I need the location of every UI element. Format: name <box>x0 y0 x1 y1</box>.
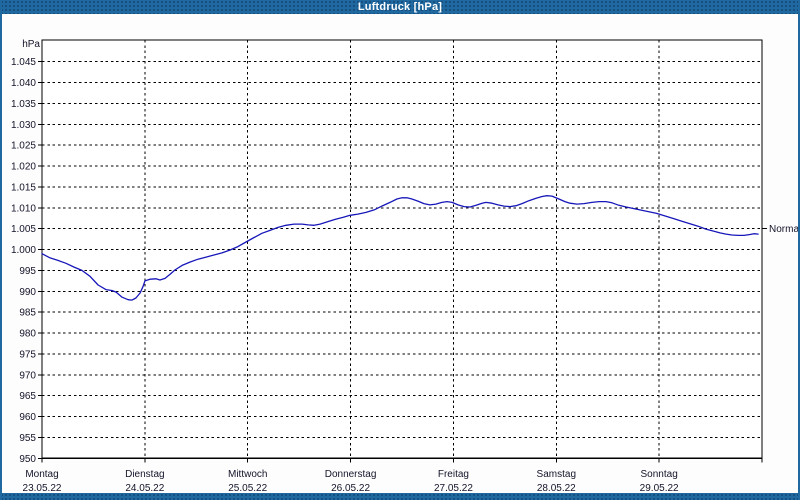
y-axis-tick-label: 1.020 <box>11 162 36 173</box>
y-axis-tick-label: 1.030 <box>11 120 36 131</box>
x-axis-date-label: 25.05.22 <box>228 483 267 494</box>
y-axis-tick-label: 965 <box>19 391 36 402</box>
title-bar: Luftdruck [hPa] <box>2 0 798 14</box>
x-axis-day-label: Montag <box>25 469 58 480</box>
bottom-bar <box>2 493 798 500</box>
x-axis-day-label: Samstag <box>537 469 576 480</box>
y-axis-unit-label: hPa <box>22 39 40 50</box>
pressure-line <box>41 195 759 301</box>
y-axis-tick-label: 950 <box>19 454 36 465</box>
y-axis-tick-label: 1.045 <box>11 57 36 68</box>
x-axis-date-label: 28.05.22 <box>537 483 576 494</box>
y-axis-tick-label: 1.005 <box>11 224 36 235</box>
y-axis-tick-label: 1.010 <box>11 203 36 214</box>
x-axis-date-label: 29.05.22 <box>640 483 679 494</box>
y-axis-tick-label: 995 <box>19 266 36 277</box>
x-axis-day-label: Dienstag <box>125 469 164 480</box>
y-axis-tick-label: 985 <box>19 308 36 319</box>
y-axis-tick-label: 980 <box>19 329 36 340</box>
x-axis-day-label: Sonntag <box>641 469 678 480</box>
y-axis-tick-label: 1.015 <box>11 182 36 193</box>
y-axis-tick-label: 955 <box>19 433 36 444</box>
normal-annotation-label: Normal <box>769 224 800 235</box>
y-axis-tick-label: 1.035 <box>11 99 36 110</box>
x-axis-day-label: Freitag <box>438 469 469 480</box>
y-axis-tick-label: 970 <box>19 370 36 381</box>
y-axis-tick-label: 1.000 <box>11 245 36 256</box>
chart-title: Luftdruck [hPa] <box>357 1 443 13</box>
x-axis-date-label: 23.05.22 <box>23 483 62 494</box>
x-axis-day-label: Donnerstag <box>325 469 377 480</box>
x-axis-day-label: Mittwoch <box>228 469 267 480</box>
y-axis-tick-label: 1.040 <box>11 78 36 89</box>
y-axis-tick-label: 1.025 <box>11 141 36 152</box>
y-axis-tick-label: 990 <box>19 287 36 298</box>
x-axis-date-label: 24.05.22 <box>125 483 164 494</box>
y-axis-tick-label: 960 <box>19 412 36 423</box>
x-axis-date-label: 27.05.22 <box>434 483 473 494</box>
x-axis-date-label: 26.05.22 <box>331 483 370 494</box>
y-axis-tick-label: 975 <box>19 349 36 360</box>
